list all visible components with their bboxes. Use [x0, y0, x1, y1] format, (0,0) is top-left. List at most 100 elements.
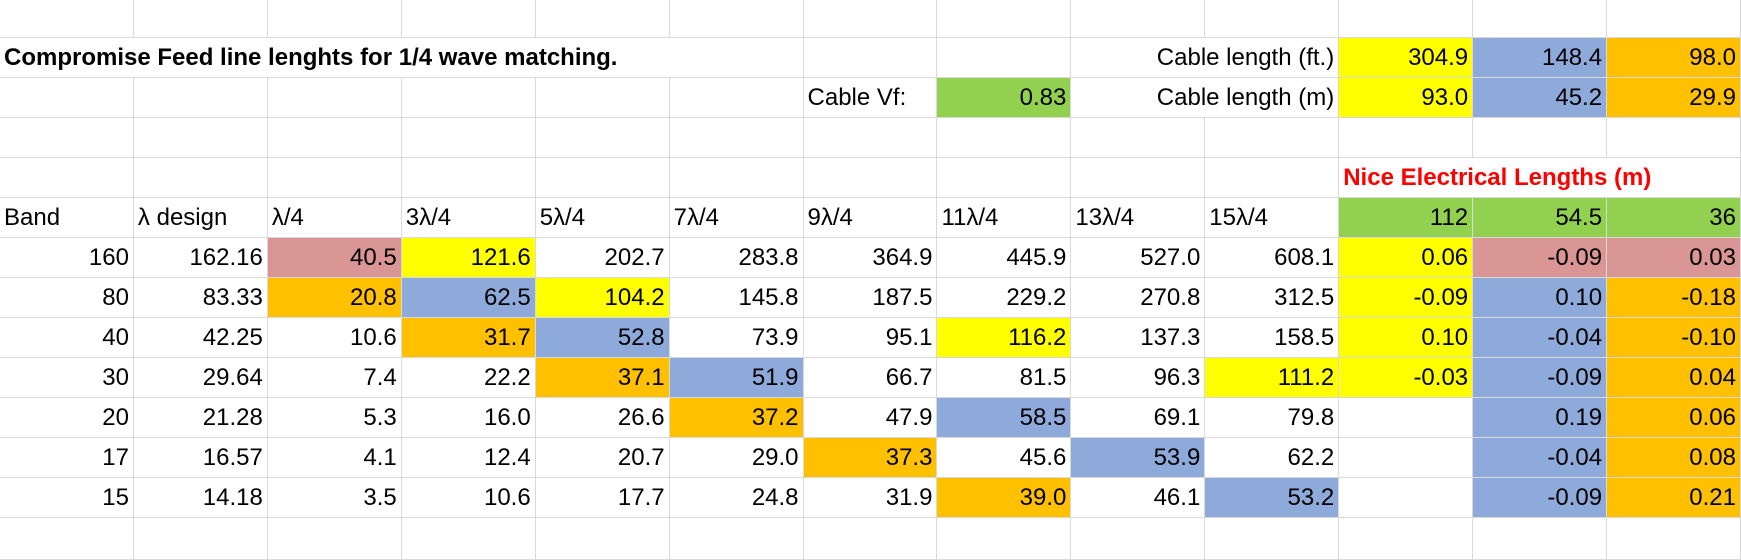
empty-cell	[0, 518, 134, 560]
table-cell: 16.57	[133, 438, 268, 478]
table-cell: 30	[0, 358, 134, 398]
table-cell: 40	[0, 318, 134, 358]
table-cell: 270.8	[1071, 278, 1206, 318]
empty-cell	[937, 518, 1072, 560]
empty-cell	[1473, 118, 1608, 158]
table-cell: 80	[0, 278, 134, 318]
column-header: Band	[0, 198, 134, 238]
column-header: 13λ/4	[1071, 198, 1206, 238]
empty-cell	[1339, 518, 1474, 560]
table-cell: -0.10	[1607, 318, 1741, 358]
empty-cell	[401, 158, 536, 198]
table-cell: -0.09	[1473, 358, 1608, 398]
table-cell: 121.6	[401, 238, 536, 278]
table-cell: 53.9	[1071, 438, 1206, 478]
table-cell: 5.3	[267, 398, 402, 438]
table-cell: 47.9	[803, 398, 938, 438]
column-header: 5λ/4	[535, 198, 670, 238]
table-cell: 73.9	[669, 318, 804, 358]
table-cell: 20	[0, 398, 134, 438]
empty-cell	[1607, 118, 1741, 158]
empty-cell	[535, 118, 670, 158]
column-header: λ/4	[267, 198, 402, 238]
empty-cell	[803, 0, 938, 38]
table-cell: 3.5	[267, 478, 402, 518]
table-cell: -0.09	[1473, 238, 1608, 278]
table-cell: 29.64	[133, 358, 268, 398]
table-cell: 364.9	[803, 238, 938, 278]
empty-cell	[1071, 118, 1206, 158]
table-cell: 69.1	[1071, 398, 1206, 438]
table-cell: 62.2	[1205, 438, 1340, 478]
empty-cell	[1473, 0, 1608, 38]
empty-cell	[267, 158, 402, 198]
empty-cell	[133, 518, 268, 560]
table-cell: 40.5	[267, 238, 402, 278]
table-cell: 527.0	[1071, 238, 1206, 278]
table-cell: 4.1	[267, 438, 402, 478]
cable-length-label: Cable length (ft.)	[1071, 38, 1340, 78]
table-cell: 0.10	[1473, 278, 1608, 318]
empty-cell	[1205, 0, 1340, 38]
table-cell: 66.7	[803, 358, 938, 398]
table-cell: 137.3	[1071, 318, 1206, 358]
sheet-title: Compromise Feed line lenghts for 1/4 wav…	[0, 38, 804, 78]
column-header: 112	[1339, 198, 1474, 238]
cable-length-value: 93.0	[1339, 78, 1474, 118]
table-cell: 0.06	[1339, 238, 1474, 278]
table-cell: 79.8	[1205, 398, 1340, 438]
table-cell: 95.1	[803, 318, 938, 358]
empty-cell	[401, 518, 536, 560]
table-cell: 31.9	[803, 478, 938, 518]
table-cell: 31.7	[401, 318, 536, 358]
table-cell: 608.1	[1205, 238, 1340, 278]
table-cell: 312.5	[1205, 278, 1340, 318]
table-cell: 37.2	[669, 398, 804, 438]
empty-cell	[669, 518, 804, 560]
empty-cell	[1205, 518, 1340, 560]
nice-lengths-title: Nice Electrical Lengths (m)	[1339, 158, 1741, 198]
empty-cell	[0, 118, 134, 158]
table-cell: 52.8	[535, 318, 670, 358]
table-cell: 29.0	[669, 438, 804, 478]
table-cell: 39.0	[937, 478, 1072, 518]
cable-vf-value: 0.83	[937, 78, 1072, 118]
table-cell: 37.1	[535, 358, 670, 398]
table-cell: 104.2	[535, 278, 670, 318]
table-cell: 187.5	[803, 278, 938, 318]
column-header: 36	[1607, 198, 1741, 238]
table-cell: 15	[0, 478, 134, 518]
cable-length-value: 45.2	[1473, 78, 1608, 118]
table-cell: 0.21	[1607, 478, 1741, 518]
empty-cell	[669, 0, 804, 38]
table-cell: -0.09	[1339, 278, 1474, 318]
empty-cell	[535, 0, 670, 38]
table-cell: 160	[0, 238, 134, 278]
empty-cell	[803, 518, 938, 560]
table-cell: 26.6	[535, 398, 670, 438]
empty-cell	[669, 158, 804, 198]
table-cell: 283.8	[669, 238, 804, 278]
column-header: 11λ/4	[937, 198, 1072, 238]
empty-cell	[1607, 518, 1741, 560]
table-cell: 145.8	[669, 278, 804, 318]
table-cell: 45.6	[937, 438, 1072, 478]
empty-cell	[803, 118, 938, 158]
table-cell: 51.9	[669, 358, 804, 398]
table-cell: 17.7	[535, 478, 670, 518]
empty-cell	[937, 118, 1072, 158]
column-header: 54.5	[1473, 198, 1608, 238]
empty-cell	[803, 158, 938, 198]
empty-cell	[401, 78, 536, 118]
empty-cell	[535, 518, 670, 560]
empty-cell	[133, 78, 268, 118]
table-cell: 20.7	[535, 438, 670, 478]
table-cell: 81.5	[937, 358, 1072, 398]
table-cell: 37.3	[803, 438, 938, 478]
empty-cell	[669, 78, 804, 118]
table-cell: -0.03	[1339, 358, 1474, 398]
empty-cell	[937, 158, 1072, 198]
table-cell: 162.16	[133, 238, 268, 278]
empty-cell	[133, 0, 268, 38]
